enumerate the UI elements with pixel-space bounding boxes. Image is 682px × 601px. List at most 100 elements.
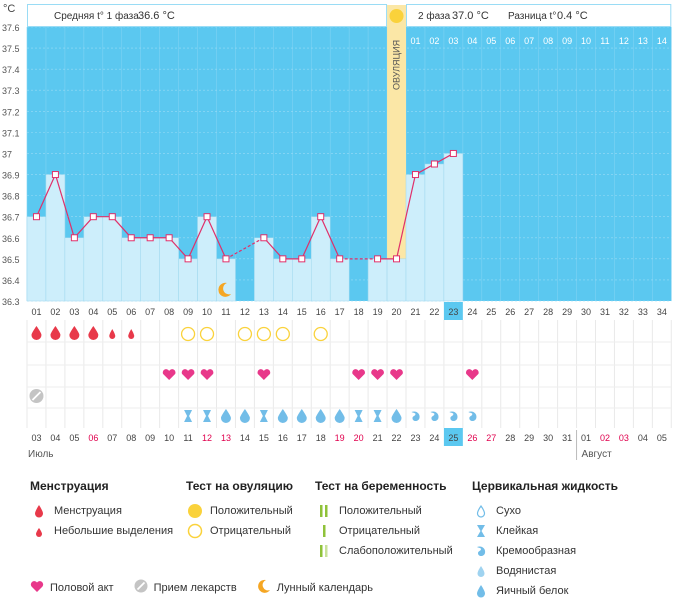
cycle-day-label: 08 (164, 307, 174, 317)
calendar-date-label: 31 (562, 433, 572, 443)
small-red-drop-icon (30, 523, 48, 539)
temperature-line-segment (73, 216, 94, 239)
calendar-date-label: 01 (581, 433, 591, 443)
cycle-day-label: 16 (316, 307, 326, 317)
cycle-day-label: 33 (638, 307, 648, 317)
temperature-point (411, 171, 419, 179)
diff-value: 0.4 °C (557, 10, 588, 22)
temperature-bar (45, 174, 66, 302)
temperature-bar (178, 258, 198, 302)
y-tick-label: 37.3 (2, 86, 20, 96)
temperature-point (108, 213, 116, 221)
ovulation-column (387, 5, 406, 301)
sun-outline-icon (186, 523, 204, 539)
legend-lunar: Лунный календарь (276, 581, 373, 594)
calendar-date-label: 04 (638, 433, 648, 443)
temperature-point (70, 234, 78, 242)
menstruation-drop-icon (50, 326, 61, 340)
legend-cervical-creamy: Кремообразная (496, 545, 577, 557)
phase2-day-label: 04 (467, 36, 477, 46)
calendar-date-label: 08 (126, 433, 136, 443)
eggwhite-drop-icon (472, 583, 490, 599)
bbt-chart: °C 37.6 37.5 37.4 37.3 37.2 37.1 37 36.9 36.8 36.7… (2, 3, 672, 460)
cervical-eggwhite-icon (277, 409, 288, 423)
temperature-bar (443, 153, 464, 302)
cycle-day-label: 17 (335, 307, 345, 317)
temperature-point (298, 255, 306, 263)
cycle-day-label: 27 (524, 307, 534, 317)
legend-ovulation-test: Тест на овуляцию Положительный Отрицател… (186, 479, 293, 541)
temperature-line-segment (54, 174, 75, 238)
phase2-day-label: 10 (581, 36, 591, 46)
cycle-day-label: 15 (297, 307, 307, 317)
temperature-point (89, 213, 97, 221)
temperature-point (317, 213, 325, 221)
cycle-day-label: 28 (543, 307, 553, 317)
diff-label: Разница t° (508, 11, 556, 22)
cervical-eggwhite-icon (239, 409, 250, 423)
phase2-day-label: 02 (429, 36, 439, 46)
temperature-bar (26, 216, 47, 302)
temperature-point (146, 234, 154, 242)
cycle-day-label: 30 (581, 307, 591, 317)
phase2-day-label: 05 (486, 36, 496, 46)
cycle-day-label: 13 (259, 307, 269, 317)
pill-icon (134, 579, 148, 596)
temperature-point (260, 234, 268, 242)
y-tick-label: 36.4 (2, 276, 20, 286)
temperature-point (393, 255, 401, 263)
temperature-point (203, 213, 211, 221)
heart-icon (390, 369, 403, 380)
temperature-bar (273, 258, 293, 302)
legend-spotting-item: Небольшие выделения (54, 525, 174, 537)
highlight-day-cell (443, 302, 463, 320)
heart-icon (371, 369, 384, 380)
spotting-drop-icon (109, 329, 116, 339)
legend-intercourse: Половой акт (50, 581, 114, 594)
header-phase1-box (27, 4, 388, 27)
cycle-day-label: 19 (373, 307, 383, 317)
temperature-line-segment (111, 216, 132, 239)
calendar-date-label: 10 (164, 433, 174, 443)
heart-icon (200, 369, 214, 380)
calendar-date-label: 06 (88, 433, 98, 443)
y-tick-label: 36.6 (2, 234, 20, 244)
y-unit-label: °C (3, 3, 15, 15)
cycle-day-label: 29 (562, 307, 572, 317)
cycle-day-label: 14 (278, 307, 288, 317)
temperature-point (449, 149, 457, 157)
cycle-day-label: 32 (619, 307, 629, 317)
ovulation-label: ОВУЛЯЦИЯ (392, 40, 402, 90)
legend-cervical: Цервикальная жидкость Сухо Клейкая Кремо… (472, 479, 618, 601)
temperature-bar (311, 216, 331, 302)
month-label-1: Июль (28, 449, 54, 460)
phase2-day-label: 09 (562, 36, 572, 46)
phase1-label: Средняя t° 1 фаза (54, 10, 139, 22)
calendar-date-label: 11 (183, 433, 192, 443)
phase2-value: 37.0 °C (452, 10, 489, 22)
calendar-date-label: 30 (543, 433, 553, 443)
faint-double-bar-icon (315, 543, 333, 559)
y-tick-label: 37 (2, 149, 12, 159)
calendar-date-label: 07 (107, 433, 117, 443)
cycle-day-label: 02 (50, 307, 60, 317)
calendar-date-label: 03 (31, 433, 41, 443)
temperature-bar (83, 216, 104, 302)
temperature-bar (64, 237, 85, 302)
y-tick-label: 36.3 (2, 297, 20, 307)
temperature-bar (102, 216, 123, 302)
cervical-eggwhite-icon (334, 409, 345, 423)
phase2-day-label: 01 (410, 36, 420, 46)
legend-cervical-title: Цервикальная жидкость (472, 479, 619, 493)
bottom-legend: Половой акт Прием лекарств Лунный календ… (30, 579, 373, 596)
legend-ovulation-title: Тест на овуляцию (186, 479, 293, 493)
cervical-eggwhite-icon (315, 409, 326, 423)
temperature-bar (367, 258, 388, 302)
red-drop-icon (30, 503, 48, 519)
phase2-day-label: 03 (448, 36, 458, 46)
calendar-date-label: 14 (240, 433, 250, 443)
heart-icon (162, 369, 176, 380)
phase2-day-label: 06 (505, 36, 515, 46)
temperature-point (184, 255, 192, 263)
calendar-date-label: 29 (524, 433, 534, 443)
